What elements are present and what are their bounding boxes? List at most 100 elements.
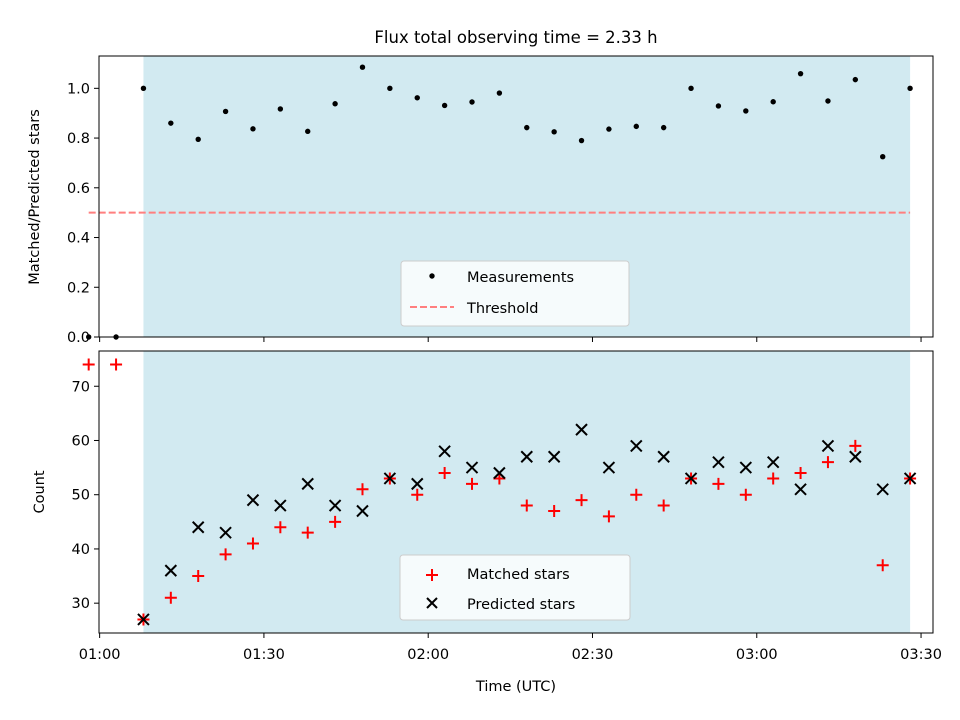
- predicted-star-marker: [383, 472, 397, 485]
- matched-star-marker: [274, 521, 287, 534]
- legend-label-measurements: Measurements: [467, 270, 574, 286]
- measurement-point: [524, 124, 530, 131]
- predicted-star-marker: [794, 483, 807, 496]
- top-y-axis-ticks: 0.0 0.2 0.4 0.6 0.8 1.0: [67, 81, 99, 346]
- matched-star-marker: [849, 439, 862, 452]
- predicted-star-marker: [712, 455, 725, 469]
- measurement-point: [277, 106, 284, 112]
- predicted-star-marker: [657, 450, 670, 463]
- predicted-star-marker: [356, 504, 369, 518]
- bottom-plot-frame: [98, 350, 934, 634]
- x-axis-label: Time (UTC): [475, 679, 556, 695]
- matched-star-marker: [466, 477, 479, 490]
- top-x-axis-ticks: [99, 337, 922, 342]
- y-tick-label: 0.4: [67, 231, 90, 247]
- y-tick-label: 1.0: [67, 81, 90, 97]
- measurement-point: [633, 123, 639, 130]
- y-tick-label: 0.6: [67, 181, 90, 197]
- predicted-star-marker: [438, 445, 451, 458]
- count-points: [82, 358, 917, 626]
- y-tick-label: 60: [72, 433, 90, 449]
- matched-star-marker: [246, 537, 259, 550]
- matched-star-marker: [767, 472, 780, 485]
- measurement-point: [195, 136, 201, 143]
- measurement-point: [250, 126, 256, 132]
- matched-star-marker: [164, 591, 177, 604]
- predicted-star-marker: [575, 423, 588, 436]
- y-tick-label: 0.2: [67, 280, 90, 296]
- measurement-point: [660, 124, 667, 131]
- chart-title: Flux total observing time = 2.33 h: [374, 28, 657, 47]
- measurement-point: [359, 64, 366, 70]
- matched-star-marker: [548, 504, 561, 517]
- bottom-y-axis-ticks: 30 40 50 60 70: [72, 379, 99, 612]
- x-tick-label: 02:30: [572, 647, 614, 663]
- matched-star-marker: [630, 488, 643, 501]
- bottom-y-axis-label: Count: [32, 470, 48, 513]
- predicted-star-marker: [821, 439, 835, 453]
- predicted-star-marker: [520, 450, 533, 463]
- measurement-point: [797, 70, 804, 77]
- predicted-star-marker: [328, 499, 342, 512]
- predicted-star-marker: [219, 526, 232, 539]
- measurement-point: [743, 108, 749, 114]
- x-tick-label: 02:00: [407, 647, 449, 663]
- matched-star-marker: [602, 510, 615, 523]
- predicted-star-marker: [547, 450, 561, 463]
- predicted-star-marker: [164, 564, 178, 577]
- matched-star-marker: [794, 467, 807, 480]
- measurement-points: [85, 64, 913, 340]
- measurement-point: [140, 85, 147, 92]
- legend-marker-predicted: [426, 597, 438, 609]
- predicted-star-marker: [246, 493, 260, 507]
- measurement-point: [551, 129, 557, 135]
- measurement-point: [715, 103, 722, 109]
- y-tick-label: 30: [72, 596, 90, 612]
- predicted-star-marker: [301, 477, 314, 491]
- legend-label-predicted: Predicted stars: [467, 597, 575, 613]
- measurement-point: [414, 95, 420, 101]
- measurement-point: [85, 334, 92, 340]
- bottom-x-axis-ticks: 01:00 01:30 02:00 02:30 03:00 03:30: [79, 633, 942, 663]
- predicted-star-marker: [630, 439, 643, 453]
- measurement-point: [578, 137, 585, 144]
- x-tick-label: 03:30: [900, 647, 942, 663]
- matched-star-marker: [493, 472, 506, 485]
- predicted-star-marker: [465, 461, 479, 474]
- predicted-star-marker: [849, 450, 862, 463]
- legend-label-threshold: Threshold: [466, 301, 538, 317]
- matched-star-marker: [739, 488, 752, 501]
- legend-marker-matched: [426, 569, 438, 581]
- matched-star-marker: [329, 515, 342, 528]
- predicted-star-marker: [411, 477, 424, 491]
- predicted-star-marker: [684, 472, 698, 485]
- y-tick-label: 0.0: [67, 330, 90, 346]
- matched-star-marker: [110, 358, 123, 371]
- measurement-point: [496, 90, 503, 96]
- measurement-point: [852, 76, 859, 83]
- predicted-star-marker: [739, 461, 753, 474]
- predicted-star-marker: [766, 455, 780, 469]
- measurement-point: [168, 120, 174, 126]
- matched-star-marker: [712, 477, 725, 490]
- matched-star-marker: [657, 499, 670, 512]
- measurement-point: [469, 99, 475, 105]
- matched-star-marker: [82, 358, 95, 371]
- top-plot-frame: [98, 55, 934, 338]
- measurement-point: [770, 99, 776, 105]
- matched-star-marker: [821, 456, 834, 469]
- matched-star-marker: [192, 570, 205, 583]
- predicted-star-marker: [493, 466, 506, 480]
- legend-marker-measurements: [429, 273, 435, 279]
- matched-star-marker: [520, 499, 533, 512]
- predicted-star-marker: [876, 483, 889, 496]
- matched-star-marker: [356, 483, 369, 496]
- top-legend-box: [400, 260, 630, 327]
- measurement-point: [606, 126, 612, 132]
- measurement-point: [907, 85, 913, 92]
- bottom-legend: Matched stars Predicted stars: [399, 554, 631, 621]
- predicted-star-marker: [903, 472, 917, 485]
- measurement-point: [305, 128, 311, 135]
- y-tick-label: 50: [72, 488, 90, 504]
